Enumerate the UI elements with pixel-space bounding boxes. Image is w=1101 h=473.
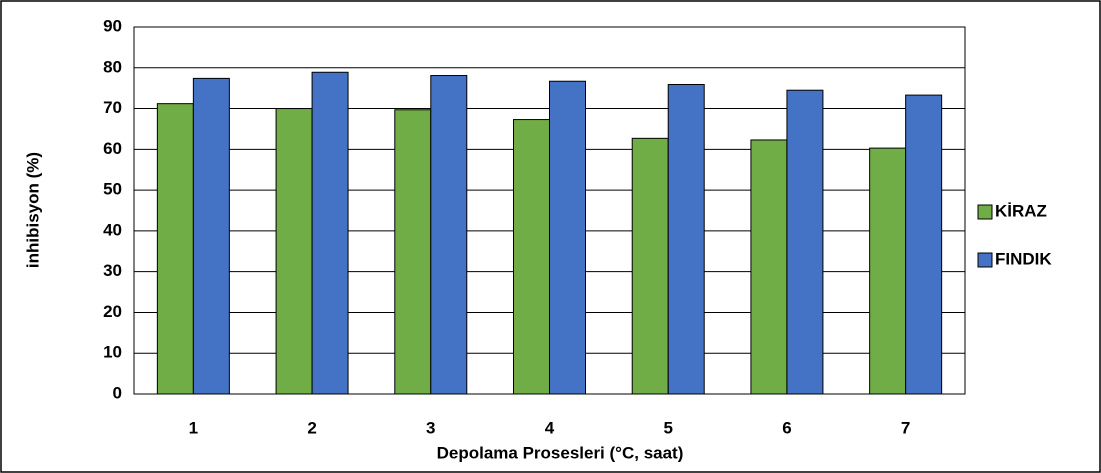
y-tick-label: 60 [103,139,122,158]
bar [311,71,349,395]
bar [430,75,468,395]
bar [631,137,669,395]
x-tick-label: 6 [782,418,791,437]
bar [786,89,824,395]
x-tick-label: 2 [307,418,316,437]
bar [750,139,788,395]
legend-label: KİRAZ [995,201,1047,220]
legend-label: FINDIK [995,249,1052,268]
x-tick-label: 7 [901,418,910,437]
bar [905,94,943,395]
bar [394,109,432,395]
y-tick-label: 80 [103,57,122,76]
legend-swatch [977,204,993,220]
y-tick-label: 10 [103,343,122,362]
y-axis-title: inhibisyon (%) [23,152,42,268]
x-tick-label: 4 [545,418,555,437]
bar [192,77,230,395]
y-tick-label: 0 [113,383,122,402]
legend-swatch [977,252,993,268]
bar [156,103,194,395]
bar [513,119,550,395]
x-tick-label: 1 [189,418,198,437]
y-tick-label: 50 [103,180,122,199]
x-tick-label: 3 [426,418,435,437]
y-tick-label: 20 [103,302,122,321]
bar [869,147,907,395]
x-axis-title: Depolama Prosesleri (°C, saat) [437,443,684,462]
bar [549,80,586,395]
x-tick-label: 5 [663,418,672,437]
y-tick-label: 90 [103,16,122,35]
y-tick-label: 70 [103,98,122,117]
y-tick-label: 30 [103,261,122,280]
y-tick-label: 40 [103,220,122,239]
bar [667,83,705,395]
bar [275,108,313,395]
